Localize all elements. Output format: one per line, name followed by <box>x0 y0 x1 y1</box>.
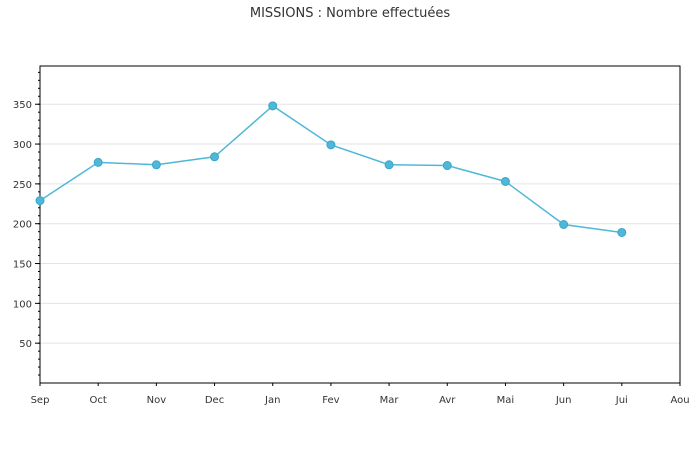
data-point <box>384 160 394 170</box>
data-point <box>617 227 627 237</box>
data-point <box>442 161 452 171</box>
x-tick-label: Avr <box>439 395 456 406</box>
y-tick-label: 350 <box>13 100 32 111</box>
data-point <box>268 101 278 111</box>
x-tick-label: Oct <box>90 395 107 406</box>
plot-frame <box>39 65 681 384</box>
x-tick-label: Jun <box>555 395 572 406</box>
data-point <box>559 220 569 229</box>
x-tick-label: Dec <box>205 395 224 406</box>
x-tick-label: Mar <box>380 395 400 406</box>
x-tick-label: Jui <box>615 395 628 406</box>
data-point <box>210 152 220 162</box>
data-point <box>35 196 45 206</box>
series-line <box>39 104 622 234</box>
x-tick-label: Sep <box>31 395 50 406</box>
x-tick-label: Fev <box>322 395 339 406</box>
x-tick-label: Aou <box>670 395 689 406</box>
data-point <box>93 157 103 167</box>
y-tick-label: 300 <box>13 140 32 151</box>
data-point <box>500 176 510 186</box>
y-tick-label: 200 <box>13 220 32 231</box>
x-tick-label: Jan <box>264 395 280 406</box>
y-tick-label: 100 <box>13 299 32 310</box>
x-tick-label: Nov <box>147 395 167 406</box>
y-tick-label: 150 <box>13 260 32 271</box>
y-tick-label: 250 <box>13 180 32 191</box>
data-point <box>326 140 336 150</box>
x-tick-label: Mai <box>497 395 515 406</box>
y-tick-label: 50 <box>19 339 32 350</box>
data-point <box>151 160 161 170</box>
chart-title: MISSIONS : Nombre effectuées <box>249 6 451 21</box>
